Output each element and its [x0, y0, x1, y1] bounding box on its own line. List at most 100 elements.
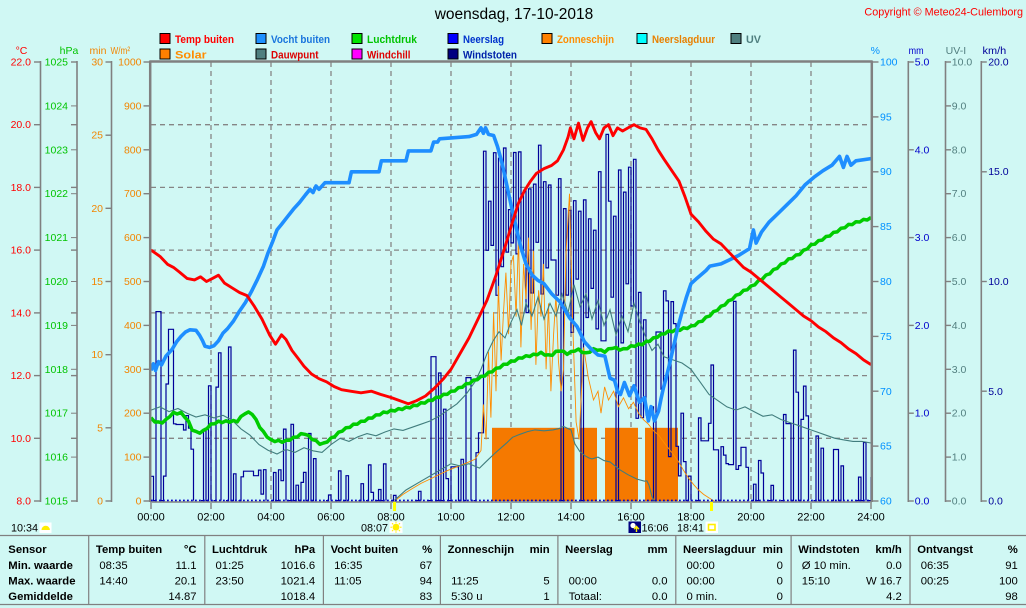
- svg-text:Neerslag: Neerslag: [565, 544, 613, 556]
- svg-text:15:10: 15:10: [802, 576, 830, 588]
- svg-text:98: 98: [1005, 591, 1018, 603]
- svg-text:14.0: 14.0: [11, 307, 32, 319]
- svg-text:100: 100: [124, 452, 142, 464]
- svg-text:10.0: 10.0: [952, 57, 973, 69]
- svg-text:km/h: km/h: [875, 544, 901, 556]
- svg-text:mm: mm: [909, 45, 924, 57]
- svg-text:0.0: 0.0: [915, 496, 930, 508]
- svg-text:0: 0: [777, 560, 783, 572]
- svg-text:67: 67: [420, 560, 433, 572]
- svg-text:12:00: 12:00: [497, 512, 525, 524]
- svg-text:0: 0: [777, 576, 783, 588]
- svg-text:0.0: 0.0: [652, 576, 668, 588]
- svg-text:2.0: 2.0: [952, 408, 967, 420]
- svg-text:Min. waarde: Min. waarde: [8, 560, 73, 572]
- svg-text:04:00: 04:00: [257, 512, 285, 524]
- svg-text:600: 600: [124, 232, 142, 244]
- svg-text:mm: mm: [648, 544, 668, 556]
- svg-text:00:25: 00:25: [921, 576, 949, 588]
- svg-text:°C: °C: [184, 544, 197, 556]
- svg-text:0: 0: [136, 496, 142, 508]
- svg-text:hPa: hPa: [294, 544, 315, 556]
- svg-text:08:35: 08:35: [99, 560, 127, 572]
- svg-text:06:35: 06:35: [921, 560, 949, 572]
- svg-text:500: 500: [124, 276, 142, 288]
- svg-text:10.0: 10.0: [988, 276, 1009, 288]
- svg-text:min: min: [90, 45, 107, 57]
- svg-text:14:00: 14:00: [557, 512, 585, 524]
- svg-text:95: 95: [880, 111, 892, 123]
- svg-text:20.0: 20.0: [988, 57, 1009, 69]
- svg-text:14:40: 14:40: [99, 576, 127, 588]
- svg-text:18:00: 18:00: [677, 512, 705, 524]
- svg-text:08:00: 08:00: [377, 512, 405, 524]
- svg-text:01:25: 01:25: [216, 560, 244, 572]
- svg-text:Totaal:: Totaal:: [569, 591, 602, 603]
- svg-text:5:30 u: 5:30 u: [451, 591, 482, 603]
- svg-text:00:00: 00:00: [687, 576, 715, 588]
- svg-text:00:00: 00:00: [687, 560, 715, 572]
- svg-text:100: 100: [880, 57, 898, 69]
- svg-text:11:05: 11:05: [334, 576, 361, 588]
- svg-text:4.0: 4.0: [915, 144, 930, 156]
- svg-text:1015: 1015: [45, 496, 69, 508]
- svg-text:1017: 1017: [45, 408, 69, 420]
- svg-text:22.0: 22.0: [11, 57, 32, 69]
- svg-text:23:50: 23:50: [216, 576, 244, 588]
- svg-text:woensdag, 17-10-2018: woensdag, 17-10-2018: [434, 6, 594, 23]
- svg-text:80: 80: [880, 276, 892, 288]
- svg-text:1021: 1021: [45, 232, 69, 244]
- svg-text:1.0: 1.0: [952, 452, 967, 464]
- svg-text:3.0: 3.0: [952, 364, 967, 376]
- svg-text:Neerslagduur: Neerslagduur: [683, 544, 756, 556]
- svg-text:1023: 1023: [45, 144, 69, 156]
- svg-text:Solar: Solar: [175, 50, 207, 62]
- svg-text:6.0: 6.0: [952, 232, 967, 244]
- svg-text:Windchill: Windchill: [367, 50, 411, 62]
- svg-text:UV-I: UV-I: [946, 45, 967, 57]
- svg-text:70: 70: [880, 386, 892, 398]
- svg-text:Gemiddelde: Gemiddelde: [8, 591, 73, 603]
- svg-text:15: 15: [91, 276, 103, 288]
- svg-text:0.0: 0.0: [886, 560, 902, 572]
- svg-text:1: 1: [543, 591, 549, 603]
- svg-text:Vocht buiten: Vocht buiten: [331, 544, 399, 556]
- svg-text:02:00: 02:00: [197, 512, 225, 524]
- svg-text:10:34: 10:34: [11, 523, 38, 535]
- svg-text:1018.4: 1018.4: [281, 591, 316, 603]
- svg-text:1025: 1025: [45, 57, 69, 69]
- svg-text:Max. waarde: Max. waarde: [8, 576, 75, 588]
- svg-text:Ø 10 min.: Ø 10 min.: [802, 560, 851, 572]
- svg-text:1016.6: 1016.6: [281, 560, 316, 572]
- svg-text:%: %: [422, 544, 432, 556]
- svg-text:5: 5: [97, 422, 103, 434]
- svg-text:0.0: 0.0: [652, 591, 668, 603]
- svg-text:5.0: 5.0: [988, 386, 1003, 398]
- svg-text:%: %: [1008, 544, 1018, 556]
- svg-text:11:25: 11:25: [451, 576, 478, 588]
- svg-text:0.0: 0.0: [988, 496, 1003, 508]
- svg-text:9.0: 9.0: [952, 100, 967, 112]
- svg-text:Dauwpunt: Dauwpunt: [271, 50, 319, 62]
- svg-text:0 min.: 0 min.: [687, 591, 718, 603]
- svg-text:Temp buiten: Temp buiten: [96, 544, 162, 556]
- svg-text:00:00: 00:00: [137, 512, 165, 524]
- svg-text:1.0: 1.0: [915, 408, 930, 420]
- svg-text:1000: 1000: [118, 57, 142, 69]
- svg-text:24:00: 24:00: [857, 512, 885, 524]
- svg-text:30: 30: [91, 57, 103, 69]
- svg-text:Luchtdruk: Luchtdruk: [212, 544, 268, 556]
- svg-text:60: 60: [880, 496, 892, 508]
- svg-text:14.87: 14.87: [168, 591, 196, 603]
- svg-text:91: 91: [1005, 560, 1018, 572]
- svg-text:83: 83: [420, 591, 433, 603]
- svg-text:22:00: 22:00: [797, 512, 825, 524]
- svg-text:20:00: 20:00: [737, 512, 765, 524]
- svg-text:Vocht buiten: Vocht buiten: [271, 34, 330, 46]
- svg-text:hPa: hPa: [60, 45, 79, 57]
- svg-text:10:00: 10:00: [437, 512, 465, 524]
- svg-text:1018: 1018: [45, 364, 69, 376]
- svg-text:1024: 1024: [45, 100, 69, 112]
- svg-text:Zonneschijn: Zonneschijn: [557, 34, 614, 46]
- svg-text:UV: UV: [746, 34, 761, 46]
